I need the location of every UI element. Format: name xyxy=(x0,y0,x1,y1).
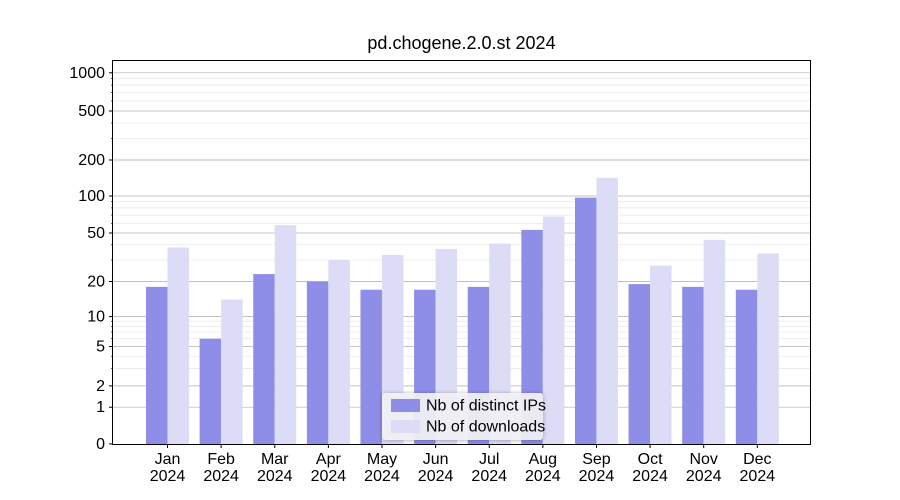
svg-text:May: May xyxy=(367,451,397,468)
svg-text:2024: 2024 xyxy=(740,468,776,485)
svg-text:2024: 2024 xyxy=(257,468,293,485)
svg-text:Sep: Sep xyxy=(582,451,611,468)
svg-text:50: 50 xyxy=(87,225,105,242)
svg-text:5: 5 xyxy=(96,339,105,356)
svg-text:Aug: Aug xyxy=(529,451,557,468)
svg-text:Nb of downloads: Nb of downloads xyxy=(426,419,545,436)
svg-text:Jul: Jul xyxy=(479,451,499,468)
svg-text:1000: 1000 xyxy=(69,65,105,82)
svg-text:500: 500 xyxy=(78,103,105,120)
svg-text:pd.chogene.2.0.st 2024: pd.chogene.2.0.st 2024 xyxy=(367,33,555,53)
svg-text:0: 0 xyxy=(96,436,105,453)
svg-text:2024: 2024 xyxy=(418,468,454,485)
svg-text:Nb of distinct IPs: Nb of distinct IPs xyxy=(426,398,546,415)
svg-text:Dec: Dec xyxy=(743,451,771,468)
svg-text:2024: 2024 xyxy=(471,468,507,485)
svg-text:10: 10 xyxy=(87,309,105,326)
svg-text:Jun: Jun xyxy=(423,451,449,468)
svg-text:2024: 2024 xyxy=(525,468,561,485)
svg-text:200: 200 xyxy=(78,152,105,169)
svg-text:2024: 2024 xyxy=(203,468,239,485)
svg-text:Apr: Apr xyxy=(316,451,342,468)
svg-text:2: 2 xyxy=(96,378,105,395)
svg-text:Feb: Feb xyxy=(207,451,235,468)
svg-text:1: 1 xyxy=(96,399,105,416)
svg-text:2024: 2024 xyxy=(686,468,722,485)
svg-text:Oct: Oct xyxy=(638,451,663,468)
svg-text:2024: 2024 xyxy=(150,468,186,485)
svg-text:100: 100 xyxy=(78,188,105,205)
svg-text:2024: 2024 xyxy=(364,468,400,485)
svg-text:2024: 2024 xyxy=(632,468,668,485)
svg-text:2024: 2024 xyxy=(579,468,615,485)
svg-text:Jan: Jan xyxy=(155,451,181,468)
svg-text:2024: 2024 xyxy=(311,468,347,485)
svg-text:Nov: Nov xyxy=(689,451,717,468)
svg-text:Mar: Mar xyxy=(261,451,289,468)
svg-text:20: 20 xyxy=(87,274,105,291)
